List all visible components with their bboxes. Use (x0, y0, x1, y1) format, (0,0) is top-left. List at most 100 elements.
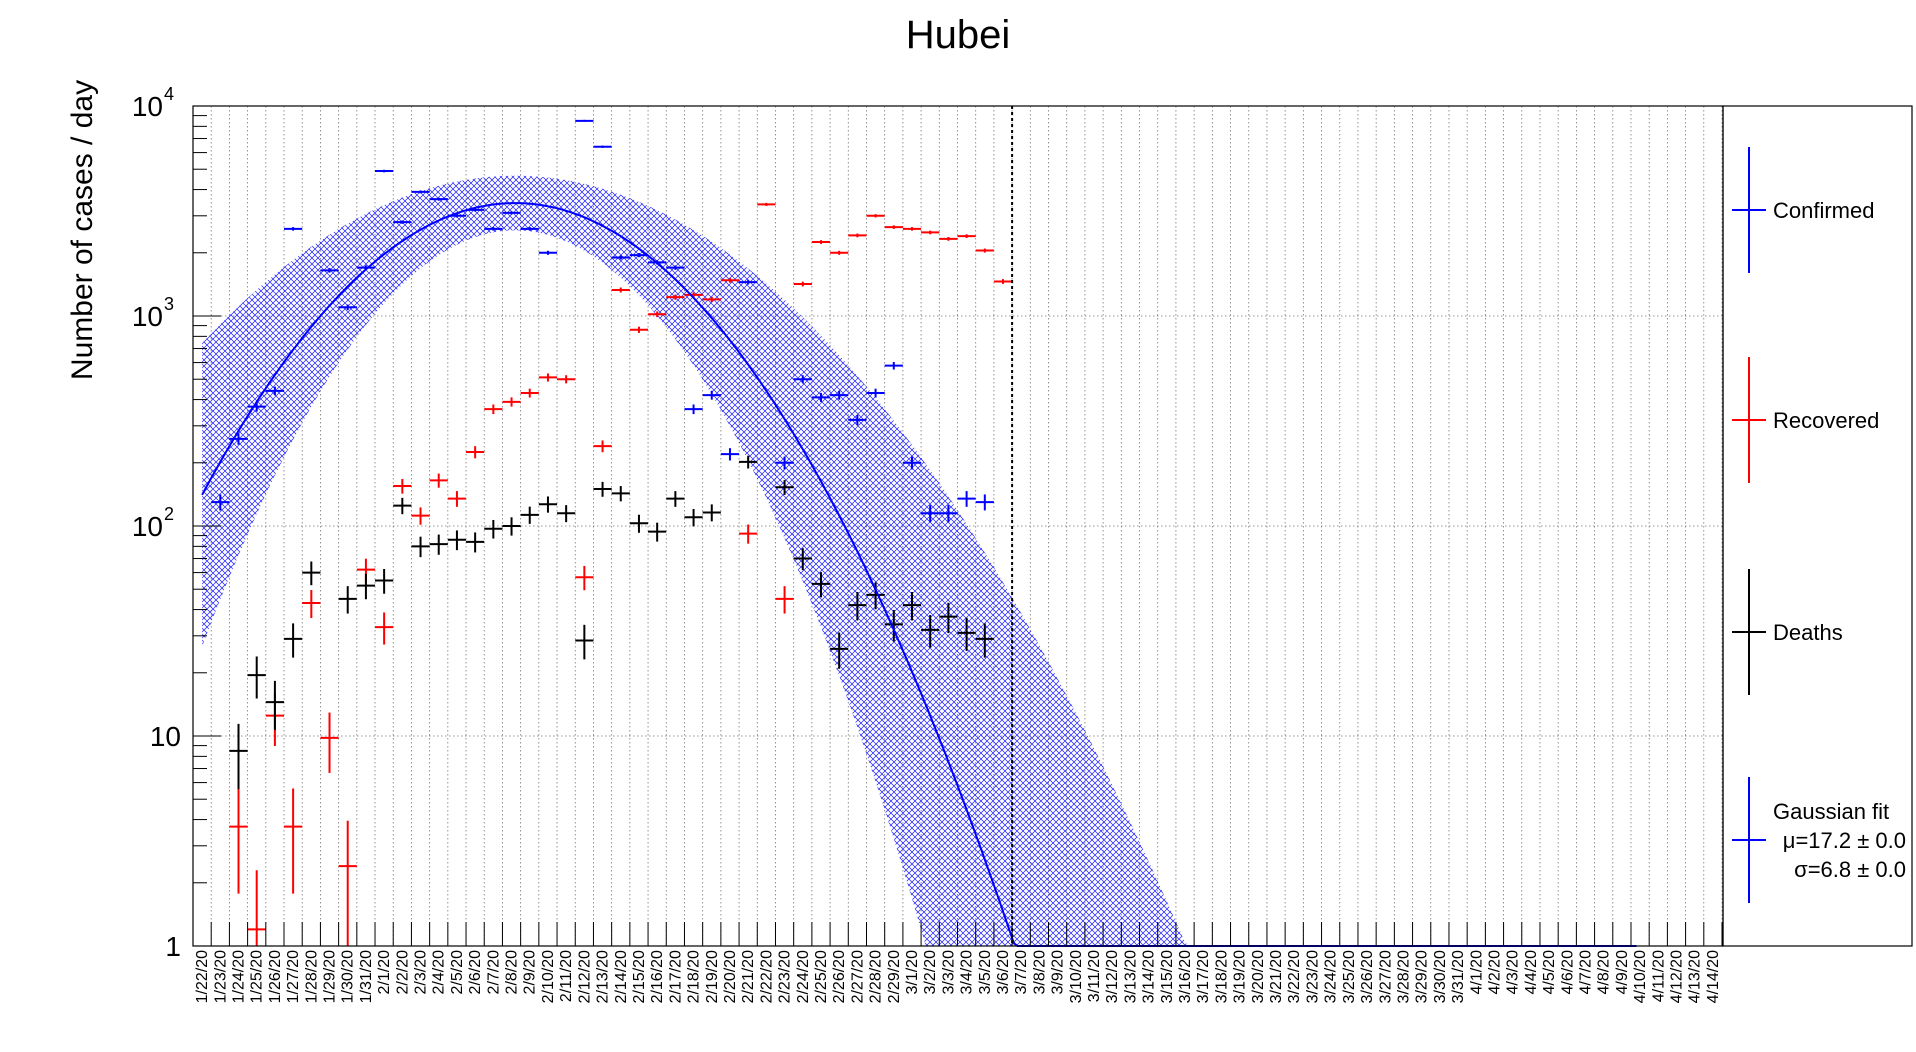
data-point-recovered (957, 234, 976, 239)
x-tick-label: 4/5/20 (1541, 950, 1558, 995)
fit-band (202, 175, 1245, 947)
x-tick-label: 1/26/20 (267, 950, 284, 1003)
data-point-recovered (575, 565, 594, 591)
data-point-recovered (393, 478, 412, 494)
data-point-deaths (811, 572, 831, 598)
x-tick-label: 2/15/20 (631, 950, 648, 1003)
data-point-confirmed (484, 227, 503, 231)
x-tick-label: 3/6/20 (995, 950, 1012, 995)
data-point-confirmed (921, 505, 940, 523)
data-point-deaths (338, 586, 357, 614)
x-tick-label: 3/8/20 (1031, 950, 1048, 995)
y-tick-label-base: 10 (132, 91, 163, 122)
y-tick-label-base: 10 (132, 511, 163, 542)
data-point-confirmed (720, 448, 740, 461)
data-point-deaths (611, 486, 630, 502)
x-tick-label: 4/8/20 (1596, 950, 1613, 995)
data-point-deaths (775, 480, 794, 495)
chart-title: Hubei (906, 13, 1011, 57)
x-tick-label: 3/23/20 (1304, 950, 1321, 1003)
data-point-deaths (356, 573, 376, 600)
data-point-confirmed (320, 268, 339, 273)
x-tick-label: 4/12/20 (1669, 950, 1686, 1003)
x-tick-label: 2/3/20 (413, 950, 430, 995)
x-tick-label: 3/24/20 (1323, 950, 1340, 1003)
data-point-recovered (793, 281, 812, 287)
data-point-recovered (830, 250, 849, 255)
legend-border (1722, 105, 1913, 947)
data-point-deaths (265, 680, 285, 730)
x-tick-label: 2/1/20 (376, 950, 393, 995)
data-point-confirmed (702, 390, 721, 400)
data-point-recovered (338, 820, 357, 946)
data-point-recovered (648, 311, 667, 318)
data-point-recovered (375, 612, 394, 645)
data-point-confirmed (211, 494, 230, 511)
data-point-recovered (775, 586, 794, 614)
data-point-confirmed (229, 433, 248, 445)
data-point-confirmed (775, 456, 794, 470)
x-tick-label: 3/25/20 (1341, 950, 1358, 1003)
x-tick-label: 3/21/20 (1268, 950, 1285, 1003)
data-point-deaths (648, 522, 667, 542)
data-point-confirmed (411, 190, 430, 194)
x-tick-label: 2/22/20 (758, 950, 775, 1003)
data-point-deaths (975, 623, 994, 658)
legend-mu: μ=17.2 ± 0.0 (1783, 828, 1906, 853)
x-tick-label: 4/3/20 (1505, 950, 1522, 995)
x-tick-label: 1/23/20 (212, 950, 229, 1003)
x-tick-label: 2/10/20 (540, 950, 557, 1003)
legend-entry: Confirmed (1732, 147, 1874, 273)
data-point-deaths (739, 455, 758, 469)
x-tick-label: 1/29/20 (322, 950, 339, 1003)
data-point-confirmed (393, 220, 412, 224)
data-point-confirmed (284, 227, 303, 231)
y-tick-label: 1 (165, 931, 181, 962)
data-point-confirmed (902, 456, 922, 470)
data-point-deaths (866, 582, 885, 610)
data-point-recovered (884, 225, 903, 229)
data-point-confirmed (502, 211, 521, 215)
data-point-deaths (684, 509, 703, 527)
y-tick-label-exp: 3 (164, 294, 174, 314)
x-tick-label: 3/13/20 (1122, 950, 1139, 1003)
x-tick-label: 2/4/20 (431, 950, 448, 995)
data-point-recovered (902, 227, 922, 231)
data-point-recovered (702, 296, 721, 303)
data-point-confirmed (338, 304, 357, 311)
x-tick-label: 2/28/20 (868, 950, 885, 1003)
data-point-recovered (757, 202, 776, 206)
data-point-confirmed (939, 505, 958, 523)
x-tick-label: 2/27/20 (849, 950, 866, 1003)
legend-label: Recovered (1773, 408, 1879, 433)
data-point-recovered (666, 294, 685, 300)
data-point-deaths (466, 532, 485, 553)
x-tick-label: 2/7/20 (485, 950, 502, 995)
data-point-deaths (247, 656, 266, 699)
x-tick-label: 2/13/20 (595, 950, 612, 1003)
x-tick-label: 3/9/20 (1050, 950, 1067, 995)
data-point-deaths (429, 534, 448, 555)
data-point-deaths (557, 505, 576, 523)
y-tick-label-base: 10 (150, 721, 181, 752)
x-tick-label: 2/20/20 (722, 950, 739, 1003)
x-tick-label: 1/31/20 (358, 950, 375, 1003)
data-point-recovered (811, 240, 831, 244)
data-point-recovered (629, 326, 649, 333)
data-point-recovered (975, 248, 994, 253)
x-tick-label: 2/23/20 (777, 950, 794, 1003)
x-tick-label: 2/18/20 (686, 950, 703, 1003)
data-point-confirmed (830, 390, 849, 400)
y-tick-label-base: 1 (165, 931, 181, 962)
data-point-confirmed (538, 250, 558, 255)
data-point-confirmed (957, 491, 976, 507)
data-point-confirmed (520, 227, 539, 231)
data-point-confirmed (375, 169, 394, 173)
data-point-confirmed (884, 361, 903, 370)
data-point-confirmed (975, 494, 994, 511)
data-point-recovered (866, 214, 885, 218)
data-point-deaths (502, 517, 521, 536)
data-point-confirmed (575, 119, 594, 122)
x-tick-label: 2/11/20 (558, 950, 575, 1002)
